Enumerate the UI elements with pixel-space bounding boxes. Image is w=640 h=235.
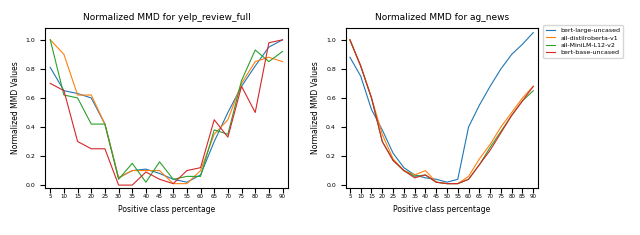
bert-base-uncased (400, 169, 408, 172)
all-distilroberta-v1 (443, 182, 451, 185)
bert-large-uncased (443, 181, 451, 184)
all-distilroberta-v1 (357, 65, 365, 67)
bert-large-uncased (433, 178, 440, 181)
Y-axis label: Normalized MMD Values: Normalized MMD Values (11, 62, 20, 154)
bert-base-uncased (529, 85, 537, 88)
all-MiniLM-L12-v2 (367, 97, 375, 99)
all-distilroberta-v1 (476, 157, 483, 160)
Legend: bert-large-uncased, all-distilroberta-v1, all-MiniLM-L12-v2, bert-base-uncased: bert-large-uncased, all-distilroberta-v1… (543, 25, 623, 58)
all-MiniLM-L12-v2 (497, 130, 505, 133)
all-MiniLM-L12-v2 (465, 178, 472, 181)
all-distilroberta-v1 (454, 182, 461, 185)
Title: Normalized MMD for yelp_review_full: Normalized MMD for yelp_review_full (83, 13, 250, 22)
all-distilroberta-v1 (378, 133, 386, 136)
all-MiniLM-L12-v2 (508, 114, 516, 117)
bert-large-uncased (411, 173, 419, 176)
all-distilroberta-v1 (486, 143, 494, 146)
all-distilroberta-v1 (497, 125, 505, 128)
bert-large-uncased (508, 53, 516, 56)
bert-base-uncased (497, 131, 505, 134)
X-axis label: Positive class percentage: Positive class percentage (393, 205, 490, 214)
bert-large-uncased (346, 56, 354, 59)
all-MiniLM-L12-v2 (454, 182, 461, 185)
all-MiniLM-L12-v2 (378, 140, 386, 143)
bert-large-uncased (454, 178, 461, 181)
bert-large-uncased (518, 43, 526, 46)
all-distilroberta-v1 (346, 38, 354, 41)
bert-base-uncased (357, 65, 365, 67)
all-MiniLM-L12-v2 (433, 181, 440, 184)
Line: all-distilroberta-v1: all-distilroberta-v1 (350, 40, 533, 184)
bert-large-uncased (486, 85, 494, 88)
bert-base-uncased (518, 99, 526, 102)
bert-base-uncased (422, 173, 429, 176)
bert-base-uncased (443, 182, 451, 185)
bert-base-uncased (508, 114, 516, 117)
bert-base-uncased (378, 140, 386, 143)
Y-axis label: Normalized MMD Values: Normalized MMD Values (312, 62, 321, 154)
bert-large-uncased (367, 108, 375, 111)
all-MiniLM-L12-v2 (529, 89, 537, 92)
bert-base-uncased (346, 38, 354, 41)
bert-large-uncased (378, 129, 386, 131)
all-MiniLM-L12-v2 (400, 169, 408, 172)
all-distilroberta-v1 (465, 175, 472, 178)
all-distilroberta-v1 (422, 169, 429, 172)
Line: bert-large-uncased: bert-large-uncased (350, 33, 533, 182)
bert-large-uncased (389, 152, 397, 155)
all-MiniLM-L12-v2 (518, 99, 526, 102)
bert-large-uncased (476, 104, 483, 107)
all-distilroberta-v1 (400, 169, 408, 172)
all-distilroberta-v1 (367, 97, 375, 99)
all-distilroberta-v1 (508, 111, 516, 114)
all-MiniLM-L12-v2 (357, 65, 365, 67)
all-MiniLM-L12-v2 (476, 163, 483, 166)
all-MiniLM-L12-v2 (486, 146, 494, 149)
all-distilroberta-v1 (433, 181, 440, 184)
bert-base-uncased (465, 178, 472, 181)
bert-base-uncased (389, 159, 397, 162)
bert-base-uncased (476, 163, 483, 166)
bert-large-uncased (422, 176, 429, 179)
Title: Normalized MMD for ag_news: Normalized MMD for ag_news (374, 13, 509, 22)
all-distilroberta-v1 (411, 173, 419, 176)
X-axis label: Positive class percentage: Positive class percentage (118, 205, 215, 214)
Line: all-MiniLM-L12-v2: all-MiniLM-L12-v2 (350, 40, 533, 184)
bert-base-uncased (411, 176, 419, 179)
bert-large-uncased (529, 31, 537, 34)
all-distilroberta-v1 (529, 85, 537, 88)
bert-large-uncased (400, 166, 408, 169)
bert-large-uncased (497, 67, 505, 70)
all-distilroberta-v1 (518, 97, 526, 99)
bert-large-uncased (465, 125, 472, 128)
bert-base-uncased (486, 149, 494, 152)
all-MiniLM-L12-v2 (346, 38, 354, 41)
all-MiniLM-L12-v2 (411, 175, 419, 178)
all-MiniLM-L12-v2 (422, 173, 429, 176)
bert-base-uncased (454, 182, 461, 185)
all-MiniLM-L12-v2 (443, 182, 451, 185)
Line: bert-base-uncased: bert-base-uncased (350, 40, 533, 184)
bert-base-uncased (433, 181, 440, 184)
bert-large-uncased (357, 75, 365, 78)
all-distilroberta-v1 (389, 157, 397, 160)
all-MiniLM-L12-v2 (389, 159, 397, 162)
bert-base-uncased (367, 97, 375, 99)
